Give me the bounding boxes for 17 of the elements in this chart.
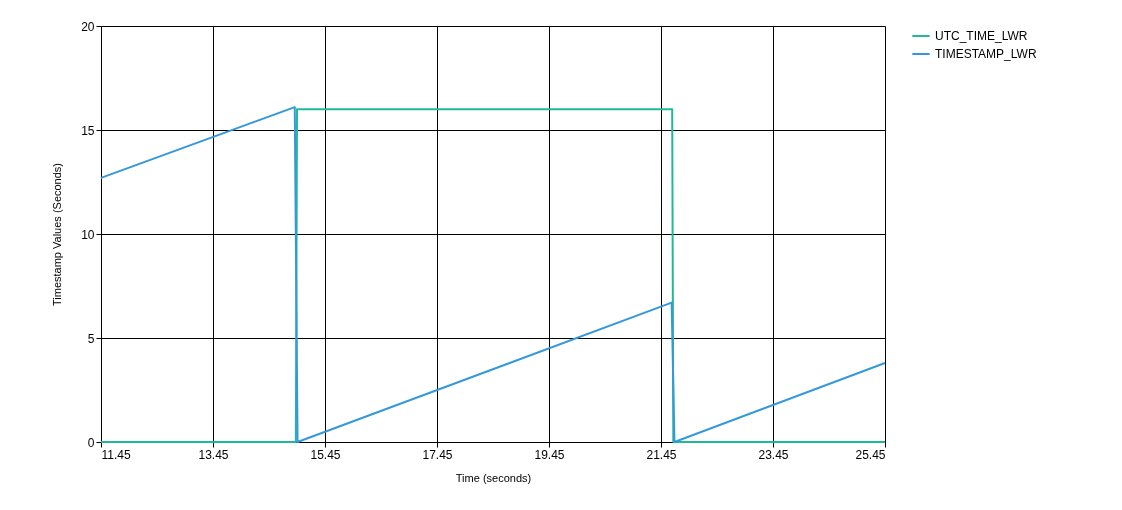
x-tick-label: 23.45 <box>758 447 789 462</box>
x-tick-label: 13.45 <box>198 447 229 462</box>
y-tick-label: 5 <box>87 331 95 346</box>
y-tick-label: 10 <box>81 227 95 242</box>
x-tick-label: 25.45 <box>855 447 886 462</box>
legend-label: UTC_TIME_LWR <box>935 29 1028 43</box>
x-tick-label: 11.45 <box>101 447 131 462</box>
x-tick-label: 17.45 <box>422 447 453 462</box>
x-tick-label: 21.45 <box>646 447 677 462</box>
x-tick-label: 15.45 <box>310 447 341 462</box>
x-axis-title: Time (seconds) <box>455 471 532 484</box>
y-tick-label: 20 <box>81 19 95 34</box>
y-tick-label: 15 <box>81 123 95 138</box>
legend-label: TIMESTAMP_LWR <box>935 47 1037 61</box>
y-tick-label: 0 <box>87 435 95 450</box>
y-axis-title: Timestamp Values (Seconds) <box>51 162 64 307</box>
x-tick-label: 19.45 <box>534 447 565 462</box>
